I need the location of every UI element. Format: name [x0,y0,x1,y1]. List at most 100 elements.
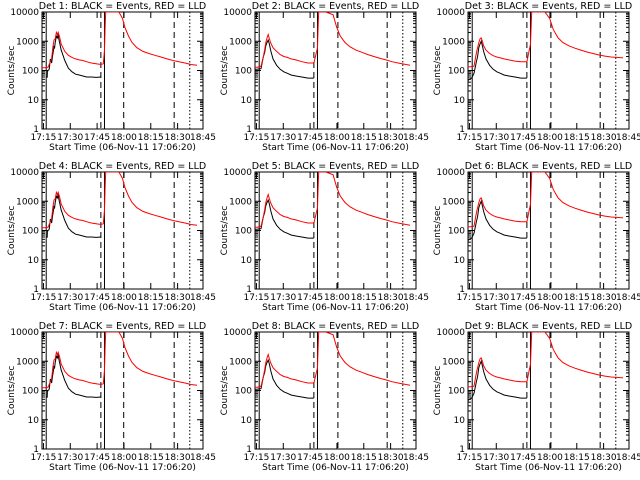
y-tick-label: 1 [459,445,465,455]
plot-frame [467,11,630,130]
panel-det-4: Det 4: BLACK = Events, RED = LLD 1 10 100 10… [7,161,216,313]
y-tick-label: 10 [454,256,466,266]
series-lld-line [42,12,198,69]
x-axis-label: Start Time (06-Nov-11 17:06:20) [475,463,622,473]
y-tick-label: 1000 [442,357,465,367]
series-events-line [468,359,527,402]
panel-title: Det 1: BLACK = Events, RED = LLD [39,1,206,12]
panel-title: Det 5: BLACK = Events, RED = LLD [252,161,419,172]
y-tick-label: 10 [28,416,40,426]
y-tick-label: 1 [246,125,252,135]
y-axis-label: Counts/sec [7,366,17,416]
plot-frame [467,171,630,290]
x-tick-label: 18:45 [403,453,429,463]
x-tick-label: 18:45 [616,133,640,143]
x-tick-label: 17:30 [483,293,509,303]
y-tick-label: 1 [459,125,465,135]
y-axis-label: Counts/sec [7,206,17,256]
y-tick-label: 10000 [436,8,465,18]
y-tick-label: 1000 [16,197,39,207]
y-tick-label: 10000 [223,168,252,178]
series-events-line [45,354,101,399]
y-tick-label: 100 [235,387,252,397]
x-tick-label: 17:15 [243,133,269,143]
y-tick-label: 100 [448,67,465,77]
x-axis-label: Start Time (06-Nov-11 17:06:20) [49,463,196,473]
series-lld-line [255,172,411,228]
x-tick-label: 17:15 [456,293,482,303]
x-tick-label: 18:00 [324,293,350,303]
series-lld-line [255,12,411,68]
x-axis-label: Start Time (06-Nov-11 17:06:20) [475,143,622,153]
x-tick-label: 18:15 [564,293,590,303]
x-tick-label: 17:45 [84,133,110,143]
x-tick-label: 17:45 [510,453,536,463]
panel-det-7: Det 7: BLACK = Events, RED = LLD 1 10 100 10… [7,321,216,473]
x-tick-label: 17:15 [243,293,269,303]
y-tick-label: 10000 [436,328,465,338]
panel-title: Det 9: BLACK = Events, RED = LLD [465,321,632,332]
x-tick-label: 17:30 [57,453,83,463]
y-axis-label: Counts/sec [433,206,443,256]
plot-frame [254,331,417,450]
y-axis-label: Counts/sec [433,46,443,96]
x-tick-label: 18:00 [324,133,350,143]
x-tick-label: 18:00 [111,293,137,303]
x-tick-label: 18:15 [138,453,164,463]
x-tick-label: 18:15 [564,453,590,463]
x-tick-label: 17:15 [243,453,269,463]
x-tick-label: 17:45 [297,293,323,303]
x-tick-label: 18:45 [403,133,429,143]
y-tick-label: 100 [448,387,465,397]
y-tick-label: 10 [241,96,253,106]
x-tick-label: 18:45 [616,453,640,463]
panel-det-9: Det 9: BLACK = Events, RED = LLD 1 10 100 10… [433,321,640,473]
x-tick-label: 17:30 [270,293,296,303]
y-tick-label: 1000 [229,357,252,367]
x-tick-label: 18:00 [111,133,137,143]
x-tick-label: 17:45 [510,293,536,303]
y-tick-label: 10 [454,416,466,426]
panel-title: Det 4: BLACK = Events, RED = LLD [39,161,206,172]
panel-det-6: Det 6: BLACK = Events, RED = LLD 1 10 100 10… [433,161,640,313]
y-tick-label: 1000 [16,357,39,367]
panel-title: Det 8: BLACK = Events, RED = LLD [252,321,419,332]
x-tick-label: 17:30 [57,133,83,143]
plot-frame [467,331,630,450]
x-tick-label: 18:00 [537,293,563,303]
y-tick-label: 1000 [16,37,39,47]
x-tick-label: 17:30 [483,453,509,463]
x-tick-label: 18:45 [190,133,216,143]
x-tick-label: 18:30 [165,453,191,463]
x-tick-label: 18:15 [564,133,590,143]
y-tick-label: 10 [241,416,253,426]
x-tick-label: 18:00 [324,453,350,463]
y-tick-label: 100 [22,387,39,397]
plot-frame [41,11,204,130]
x-tick-label: 17:30 [270,133,296,143]
x-axis-label: Start Time (06-Nov-11 17:06:20) [262,303,409,313]
plot-frame [254,11,417,130]
y-tick-label: 100 [22,227,39,237]
series-events-line [45,34,101,79]
x-tick-label: 18:30 [378,453,404,463]
x-tick-label: 17:45 [297,133,323,143]
y-tick-label: 10000 [10,8,39,18]
x-axis-label: Start Time (06-Nov-11 17:06:20) [475,303,622,313]
x-axis-label: Start Time (06-Nov-11 17:06:20) [49,143,196,153]
y-tick-label: 1 [33,445,39,455]
y-tick-label: 1 [246,285,252,295]
y-axis-label: Counts/sec [433,366,443,416]
x-tick-label: 17:30 [57,293,83,303]
y-tick-label: 10 [454,96,466,106]
x-tick-label: 18:15 [351,133,377,143]
x-tick-label: 18:15 [138,293,164,303]
y-axis-label: Counts/sec [220,206,230,256]
panel-det-2: Det 2: BLACK = Events, RED = LLD 1 10 100 10… [220,1,429,153]
panel-det-8: Det 8: BLACK = Events, RED = LLD 1 10 100 10… [220,321,429,473]
panel-det-3: Det 3: BLACK = Events, RED = LLD 1 10 100 10… [433,1,640,153]
x-tick-label: 18:30 [378,293,404,303]
x-tick-label: 18:45 [403,293,429,303]
x-tick-label: 17:45 [510,133,536,143]
